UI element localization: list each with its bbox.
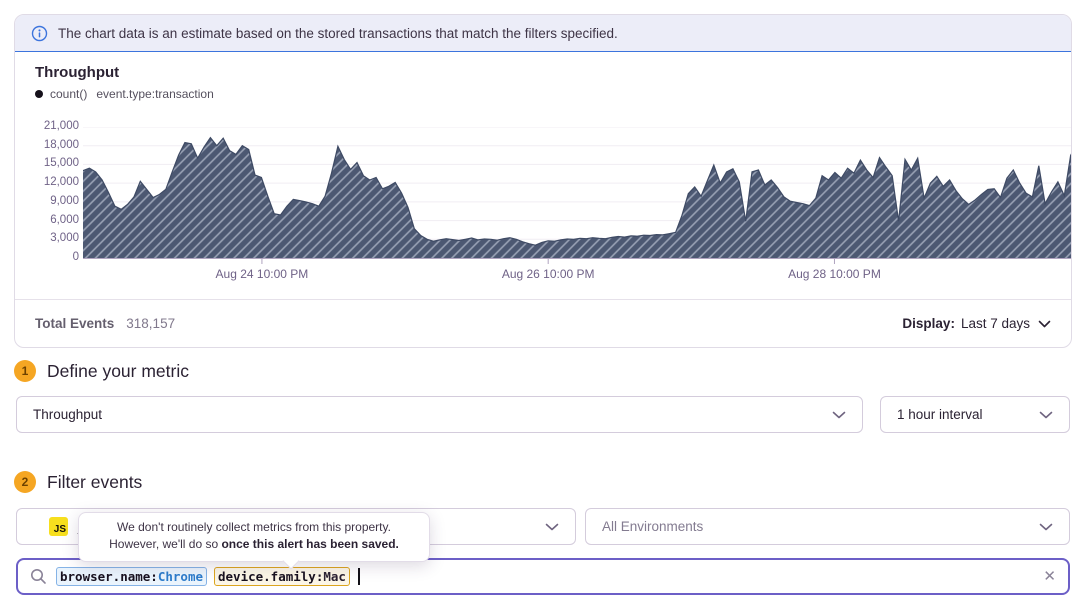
chevron-down-icon	[1039, 411, 1053, 419]
y-axis-label: 18,000	[43, 138, 79, 151]
x-axis-label: Aug 24 10:00 PM	[215, 267, 309, 281]
filter-section-heading: 2 Filter events	[14, 471, 142, 493]
property-tooltip: We don't routinely collect metrics from …	[78, 512, 430, 570]
y-axis-label: 15,000	[43, 157, 79, 170]
search-token-list: browser.name: Chrome device.family: Mac	[56, 567, 360, 586]
info-banner: The chart data is an estimate based on t…	[15, 15, 1071, 52]
chart-section: Throughput count() event.type:transactio…	[15, 52, 1071, 299]
text-cursor	[357, 568, 360, 585]
interval-select[interactable]: 1 hour interval	[880, 396, 1070, 433]
throughput-chart: 0 3,000 6,000 9,000 12,000 15,000 18,000 21,000…	[35, 102, 1071, 287]
x-axis: Aug 24 10:00 PM Aug 26 10:00 PM Aug 28 10:…	[83, 267, 1071, 283]
y-axis-label: 3,000	[50, 232, 79, 245]
total-events-label: Total Events	[35, 316, 115, 331]
display-label: Display:	[902, 316, 955, 331]
tooltip-line-2: However, we'll do so once this alert has…	[109, 537, 399, 552]
x-axis-label: Aug 28 10:00 PM	[788, 267, 881, 281]
metric-row: Throughput 1 hour interval	[16, 396, 1070, 433]
filter-search-input[interactable]: browser.name: Chrome device.family: Mac ✕	[16, 558, 1070, 595]
environment-select-value: All Environments	[602, 519, 704, 534]
info-icon	[31, 25, 48, 42]
y-axis-label: 21,000	[43, 120, 79, 132]
legend-dot-icon	[35, 90, 43, 98]
chevron-down-icon	[1038, 320, 1051, 328]
area-chart-plot	[83, 127, 1071, 264]
filter-heading-text: Filter events	[47, 471, 143, 492]
display-period-dropdown[interactable]: Display: Last 7 days	[902, 316, 1051, 331]
search-icon	[30, 568, 47, 585]
chart-card: The chart data is an estimate based on t…	[14, 14, 1072, 348]
metric-section-heading: 1 Define your metric	[14, 360, 189, 382]
chart-title: Throughput	[35, 64, 120, 81]
metric-select-value: Throughput	[33, 407, 103, 422]
banner-text: The chart data is an estimate based on t…	[58, 25, 618, 41]
y-axis-label: 6,000	[50, 213, 79, 226]
metric-heading-text: Define your metric	[47, 360, 189, 381]
total-events-value: 318,157	[126, 316, 176, 331]
interval-select-value: 1 hour interval	[897, 407, 983, 422]
step-1-badge: 1	[14, 360, 36, 382]
legend-query: event.type:transaction	[96, 87, 214, 101]
environment-select[interactable]: All Environments	[585, 508, 1070, 545]
metric-select[interactable]: Throughput	[16, 396, 863, 433]
x-axis-label: Aug 26 10:00 PM	[501, 267, 595, 281]
y-axis-label: 9,000	[50, 194, 79, 207]
y-axis-label: 0	[72, 251, 79, 263]
display-value: Last 7 days	[960, 316, 1030, 331]
legend-metric: count()	[50, 87, 88, 101]
step-2-badge: 2	[14, 471, 36, 493]
javascript-platform-icon: JS	[49, 517, 68, 536]
total-events: Total Events 318,157	[35, 316, 175, 331]
chart-legend: count() event.type:transaction	[35, 86, 1051, 102]
y-axis-label: 12,000	[43, 176, 79, 189]
search-token-browser-name[interactable]: browser.name: Chrome	[56, 567, 207, 586]
search-token-device-family[interactable]: device.family: Mac	[214, 567, 350, 586]
chevron-down-icon	[545, 523, 559, 531]
chevron-down-icon	[832, 411, 846, 419]
chevron-down-icon	[1039, 523, 1053, 531]
chart-footer: Total Events 318,157 Display: Last 7 day…	[15, 299, 1071, 347]
tooltip-line-1: We don't routinely collect metrics from …	[117, 520, 391, 534]
y-axis: 0 3,000 6,000 9,000 12,000 15,000 18,000 21,000	[35, 102, 79, 287]
clear-search-icon[interactable]: ✕	[1043, 568, 1056, 585]
